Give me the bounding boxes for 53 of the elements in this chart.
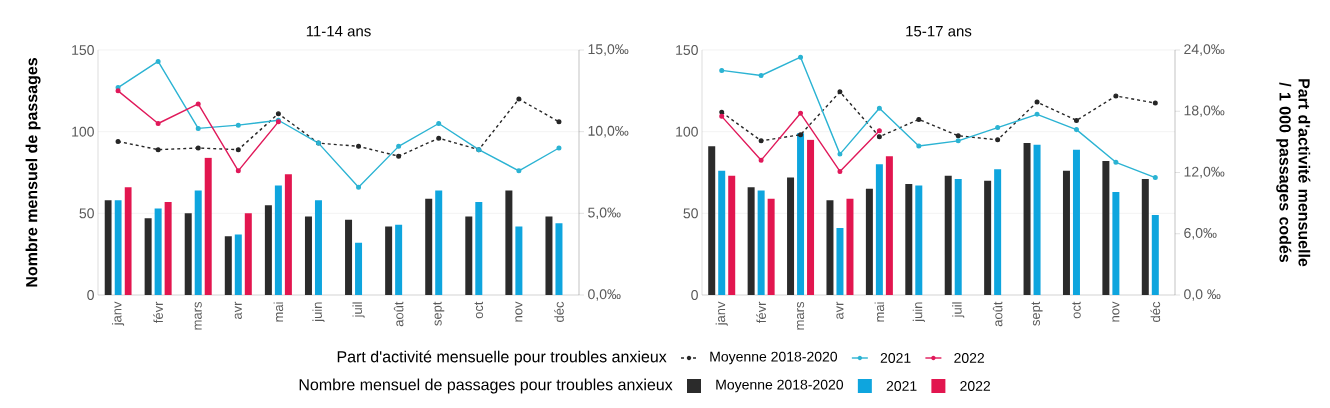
y-tick-label: 100 (72, 126, 94, 137)
y-tick-label: 0 (87, 290, 94, 300)
x-tick-label: mars (194, 302, 202, 330)
x-tick-label: mars (796, 302, 805, 330)
y2-axis-title: Part d'activité mensuelle / 1 000 passages codés (1276, 79, 1311, 267)
x-tick-label: déc (554, 301, 564, 322)
legend-label: 2022 (960, 381, 991, 391)
y-tick-label: 50 (79, 208, 94, 219)
x-tick-label: mai (874, 302, 885, 322)
y-tick-label: 50 (683, 208, 698, 219)
y2-tick-label: 15,0‰ (588, 44, 629, 56)
x-tick-label: avr (836, 301, 844, 320)
text: Part d'activité mensuelle pour troubles anxieux (337, 350, 667, 366)
legend-label: Moyenne 2018-2020 (716, 379, 844, 393)
y2-tick-label: 10,0‰ (588, 125, 629, 138)
y2-tick-label: 5,0‰ (588, 207, 621, 220)
legend-label: 2021 (886, 381, 917, 391)
y2-tick-label: 12,0‰ (1184, 166, 1225, 179)
y-tick-label: 150 (72, 45, 94, 55)
x-tick-label: févr (153, 301, 163, 324)
x-tick-label: juil (352, 302, 365, 318)
x-tick-label: août (992, 301, 1003, 327)
x-tick-label: janv (111, 301, 125, 326)
x-tick-label: juin (912, 302, 925, 323)
x-tick-label: oct (474, 301, 484, 319)
x-tick-label: mai (273, 302, 284, 322)
x-tick-label: nov (1112, 301, 1120, 322)
y2-tick-label: 0,0‰ (588, 289, 621, 301)
y2-tick-label: 24,0‰ (1184, 44, 1225, 56)
x-tick-label: nov (515, 301, 523, 322)
chart-title: 15-17 ans (906, 26, 972, 37)
x-tick-label: avr (234, 301, 242, 320)
y-tick-label: 0 (691, 290, 698, 300)
y-tick-label: 150 (676, 45, 698, 55)
y2-tick-label: 6,0‰ (1184, 227, 1217, 240)
x-tick-label: févr (756, 301, 766, 324)
x-tick-label: oct (1072, 301, 1081, 319)
x-tick-label: déc (1150, 301, 1161, 322)
x-tick-label: sept (433, 301, 445, 326)
x-tick-label: août (393, 301, 404, 327)
y-tick-label: 100 (676, 126, 698, 137)
y-axis-title: Nombre mensuel de passages (25, 58, 41, 287)
legend-label: 2022 (954, 353, 985, 363)
y2-tick-label: 18,0‰ (1184, 105, 1225, 118)
x-tick-label: sept (1031, 301, 1043, 326)
legend-label: 2021 (880, 353, 911, 363)
x-tick-label: juin (312, 302, 325, 323)
chart-title: 11-14 ans (306, 26, 371, 37)
y2-tick-label: 0,0 ‰ (1184, 289, 1221, 301)
x-tick-label: janv (715, 301, 728, 326)
legend-label: Moyenne 2018-2020 (710, 351, 838, 365)
text: Nombre mensuel de passages pour troubles anxieux (299, 378, 673, 394)
x-tick-label: juil (952, 302, 965, 318)
